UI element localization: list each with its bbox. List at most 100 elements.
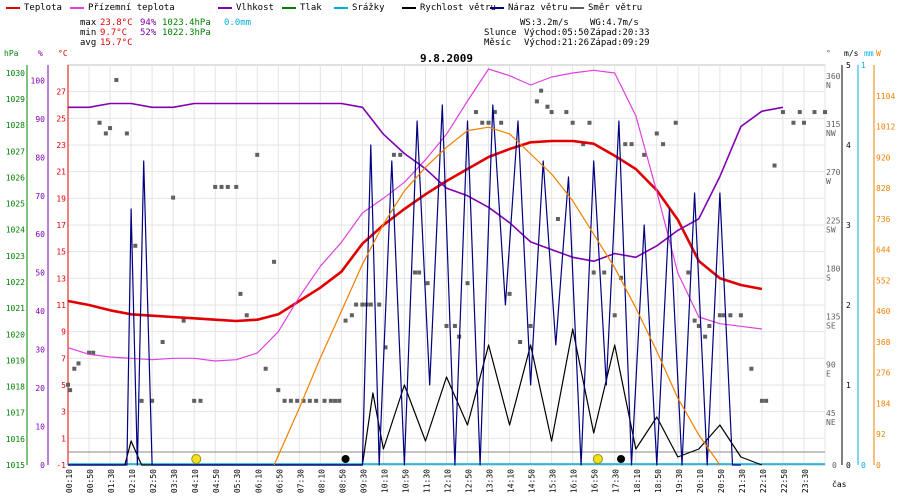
pressure-tick-label: 1018	[6, 383, 25, 392]
wind-direction-point	[452, 323, 457, 328]
moonrise: Východ:21:26	[524, 38, 590, 48]
direction-tick-label: NE	[826, 418, 836, 427]
wind-tick-label: 1	[846, 381, 851, 390]
x-tick-label: 00:50	[86, 469, 95, 493]
wind-direction-point	[68, 388, 73, 393]
temperature-tick-label: 13	[56, 274, 66, 283]
legend-label: Náraz větru	[508, 3, 568, 13]
humidity-tick-label: 40	[35, 307, 45, 316]
x-tick-label: 13:30	[486, 469, 495, 493]
wind-direction-point	[801, 120, 806, 125]
legend-swatch	[218, 6, 232, 9]
max-humidity: 94%	[140, 18, 157, 28]
x-tick-label: 12:50	[465, 469, 474, 493]
wind-direction-point	[738, 313, 743, 318]
wind-direction-point	[192, 398, 197, 403]
humidity-tick-label: 90	[35, 115, 45, 124]
wind-direction-point	[823, 110, 827, 115]
x-tick-label: 02:10	[128, 469, 137, 493]
solar-tick-label: 1012	[876, 123, 895, 132]
temperature-tick-label: -1	[56, 461, 66, 470]
x-tick-label: 10:50	[401, 469, 410, 493]
wind-direction-point	[692, 318, 697, 323]
humidity-tick-label: 30	[35, 346, 45, 355]
x-tick-label: 04:50	[212, 469, 221, 493]
temperature-tick-label: 5	[61, 381, 66, 390]
solar-tick-label: 736	[876, 215, 891, 224]
humidity-tick-label: 80	[35, 153, 45, 162]
wind-direction-point	[412, 270, 417, 275]
wind-direction-point	[333, 398, 338, 403]
wind-tick-label: 0	[846, 461, 851, 470]
wind-direction-point	[349, 313, 354, 318]
legend-swatch	[6, 6, 20, 9]
humidity-tick-label: 100	[31, 76, 46, 85]
wind-speed-stat: WS:3.2m/s	[520, 18, 569, 28]
direction-tick-label: N	[826, 81, 831, 90]
x-tick-label: 20:10	[696, 469, 705, 493]
wind-direction-point	[797, 110, 802, 115]
legend-label: Teplota	[24, 3, 62, 13]
temperature-tick-label: 17	[56, 221, 66, 230]
solar-tick-label: 1104	[876, 92, 895, 101]
wind-direction-point	[295, 398, 300, 403]
wind-direction-point	[322, 398, 327, 403]
wind-direction-point	[225, 184, 230, 189]
wind-direction-point	[108, 126, 113, 131]
pressure-unit: hPa	[4, 49, 19, 58]
wind-direction-point	[103, 131, 108, 136]
x-tick-label: 22:50	[780, 469, 789, 493]
rain-tick-label: 0	[861, 461, 866, 470]
wind-direction-point	[549, 110, 554, 115]
x-tick-label: 11:30	[422, 469, 431, 493]
max-pressure: 1023.4hPa	[162, 18, 211, 28]
humidity-tick-label: 60	[35, 230, 45, 239]
direction-tick-label: SW	[826, 225, 836, 234]
x-tick-label: 14:50	[528, 469, 537, 493]
wind-direction-point	[91, 350, 96, 355]
legend-label: Vlhkost	[236, 3, 274, 13]
wind-direction-point	[181, 318, 186, 323]
wind-tick-label: 3	[846, 221, 851, 230]
temperature-tick-label: 25	[56, 114, 66, 123]
temperature-tick-label: 21	[56, 168, 66, 177]
wind-direction-point	[772, 163, 777, 168]
wind-direction-point	[480, 120, 485, 125]
x-tick-label: 08:50	[338, 469, 347, 493]
x-tick-label: 18:10	[633, 469, 642, 493]
direction-tick-label: W	[826, 177, 831, 186]
wind-direction-point	[354, 302, 359, 307]
wind-direction-point	[619, 275, 624, 280]
x-tick-label: 18:50	[654, 469, 663, 493]
wind-direction-point	[587, 120, 592, 125]
wind-tick-label: 4	[846, 141, 851, 150]
x-tick-label: 22:10	[759, 469, 768, 493]
wind-direction-point	[171, 195, 176, 200]
temperature-tick-label: 11	[56, 301, 66, 310]
pressure-tick-label: 1027	[6, 147, 25, 156]
pressure-tick-label: 1029	[6, 95, 25, 104]
moonset: Západ:09:29	[590, 38, 650, 48]
direction-tick-label: E	[826, 370, 831, 379]
x-tick-label: 04:10	[191, 469, 200, 493]
wind-direction-point	[263, 366, 268, 371]
rain-unit: mm	[864, 49, 874, 58]
wind-direction-point	[728, 313, 733, 318]
pressure-tick-label: 1017	[6, 409, 25, 418]
solar-tick-label: 92	[876, 430, 886, 439]
min-pressure: 1022.3hPa	[162, 28, 211, 38]
wind-direction-point	[288, 398, 293, 403]
moon-label: Měsíc	[484, 38, 512, 48]
solar-tick-label: 276	[876, 369, 891, 378]
sun-marker	[592, 454, 603, 464]
x-tick-label: 07:30	[296, 469, 305, 493]
legend-swatch	[70, 6, 84, 9]
x-tick-label: 14:10	[507, 469, 516, 493]
wind-direction-point	[507, 291, 512, 296]
precipitation: 0.0mm	[224, 18, 252, 28]
legend-label: Přízemní teplota	[88, 3, 175, 13]
wind-direction-point	[276, 388, 281, 393]
legend-label: Rychlost větru	[420, 3, 496, 13]
direction-tick-label: 270	[826, 168, 841, 177]
direction-tick-label: 315	[826, 120, 841, 129]
